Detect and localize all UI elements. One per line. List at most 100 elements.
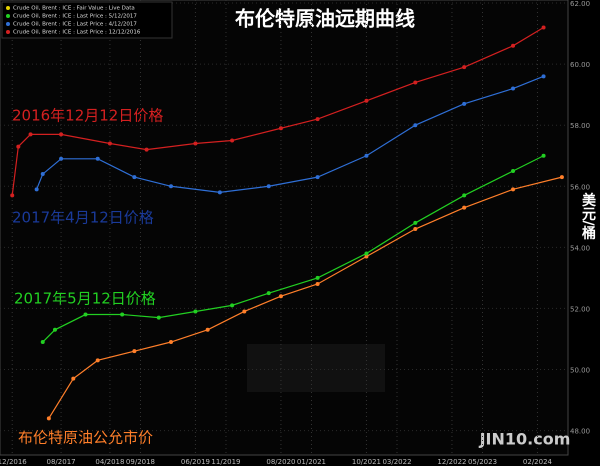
point <box>462 193 467 198</box>
point <box>511 43 516 48</box>
y-tick-label: 54.00 <box>570 244 590 252</box>
y-tick-label: 60.00 <box>570 61 590 69</box>
point <box>132 175 137 180</box>
point <box>364 98 369 103</box>
annotation: 2017年4月12日价格 <box>12 209 154 227</box>
point <box>46 416 51 421</box>
legend-label: Crude Oil, Brent : ICE : Last Price : 5/… <box>13 14 137 20</box>
point <box>462 101 467 106</box>
x-tick-label: 09/2018 <box>126 458 155 466</box>
point <box>462 205 467 210</box>
legend-marker <box>6 14 10 18</box>
point <box>83 312 88 317</box>
point <box>132 349 137 354</box>
point <box>120 312 125 317</box>
point <box>156 315 161 320</box>
point <box>511 169 516 174</box>
point <box>278 294 283 299</box>
x-tick-label: 01/2021 <box>297 458 326 466</box>
point <box>266 291 271 296</box>
point <box>217 190 222 195</box>
x-tick-label: 03/2022 <box>382 458 411 466</box>
point <box>315 117 320 122</box>
point <box>144 147 149 152</box>
point <box>52 327 57 332</box>
point <box>169 340 174 345</box>
point <box>193 309 198 314</box>
x-tick-label: 04/2018 <box>95 458 124 466</box>
point <box>40 172 45 177</box>
point <box>34 187 39 192</box>
point <box>230 303 235 308</box>
chart-title: 布伦特原油远期曲线 <box>235 7 415 31</box>
point <box>71 376 76 381</box>
point <box>169 184 174 189</box>
y-tick-label: 56.00 <box>570 183 590 191</box>
point <box>364 153 369 158</box>
x-tick-label: 05/2023 <box>468 458 497 466</box>
watermark: JIN10.com <box>479 430 571 449</box>
series-line <box>48 176 563 419</box>
legend-label: Crude Oil, Brent : ICE : Fair Value : Li… <box>13 6 135 12</box>
x-tick-label: 08/2020 <box>266 458 295 466</box>
point <box>364 254 369 259</box>
legend-marker <box>6 22 10 26</box>
point <box>413 80 418 85</box>
legend-marker <box>6 6 10 10</box>
blank-box <box>247 344 385 392</box>
annotation: 2017年5月12日价格 <box>14 290 156 308</box>
y-tick-label: 58.00 <box>570 122 590 130</box>
point <box>107 141 112 146</box>
y-tick-label: 48.00 <box>570 428 590 436</box>
point <box>541 74 546 79</box>
point <box>413 227 418 232</box>
point <box>10 193 15 198</box>
legend-box <box>1 1 173 39</box>
point <box>559 175 564 180</box>
point <box>266 184 271 189</box>
point <box>315 281 320 286</box>
point <box>40 340 45 345</box>
y-tick-label: 62.00 <box>570 0 590 8</box>
point <box>59 132 64 137</box>
x-tick-label: 06/2019 <box>181 458 210 466</box>
point <box>59 156 64 161</box>
point <box>230 138 235 143</box>
point <box>364 251 369 256</box>
x-tick-label: 08/2017 <box>47 458 76 466</box>
x-tick-label: 02/2024 <box>523 458 553 466</box>
annotation: 布伦特原油公允市价 <box>18 429 153 447</box>
y-tick-label: 50.00 <box>570 366 590 374</box>
point <box>95 156 100 161</box>
point <box>95 358 100 363</box>
series-line <box>36 75 544 193</box>
point <box>242 309 247 314</box>
point <box>541 25 546 30</box>
point <box>16 144 21 149</box>
point <box>315 175 320 180</box>
point <box>315 275 320 280</box>
point <box>462 65 467 70</box>
series-line <box>42 155 544 343</box>
x-tick-label: 11/2019 <box>211 458 240 466</box>
legend-label: Crude Oil, Brent : ICE : Last Price : 12… <box>13 30 141 36</box>
annotation: 2016年12月12日价格 <box>12 107 163 125</box>
point <box>28 132 33 137</box>
point <box>278 126 283 131</box>
x-tick-label: 12/2016 <box>0 458 27 466</box>
point <box>413 220 418 225</box>
point <box>205 327 210 332</box>
y-tick-label: 52.00 <box>570 305 590 313</box>
point <box>193 141 198 146</box>
point <box>511 86 516 91</box>
x-tick-label: 10/2021 <box>352 458 381 466</box>
y-axis-label: 美元/桶 <box>580 192 596 241</box>
x-tick-label: 12/2022 <box>437 458 466 466</box>
point <box>541 153 546 158</box>
point <box>511 187 516 192</box>
point <box>413 123 418 128</box>
legend-label: Crude Oil, Brent : ICE : Last Price : 4/… <box>13 22 137 28</box>
legend-marker <box>6 30 10 34</box>
